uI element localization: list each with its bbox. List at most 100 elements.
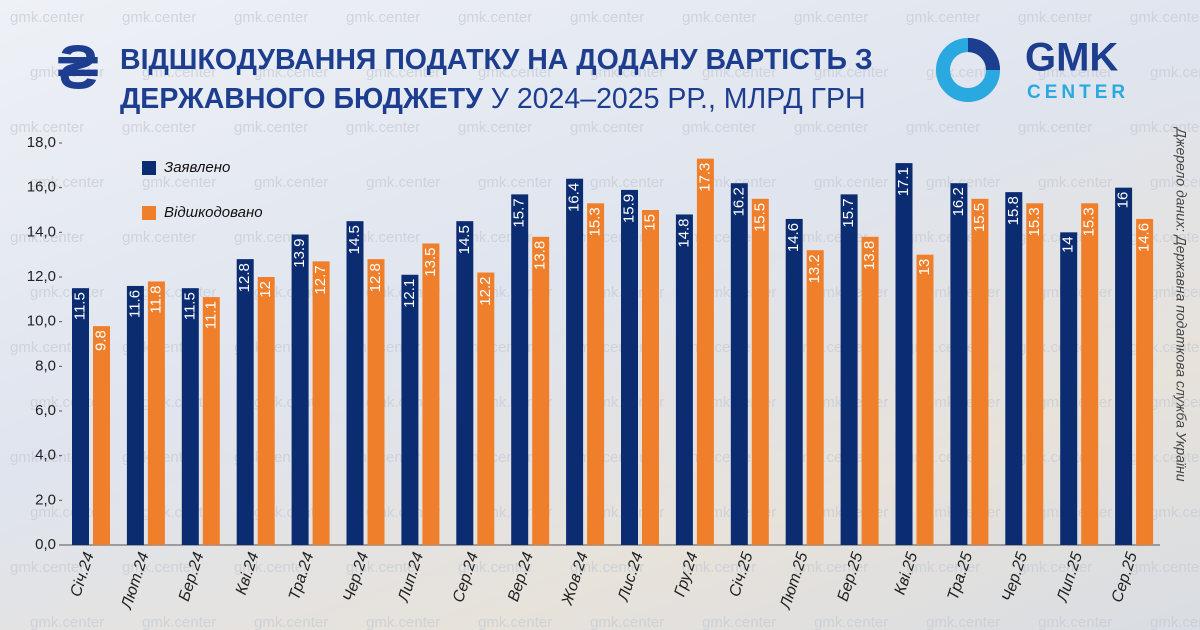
logo-bottom: CENTER [1027,82,1129,103]
watermark: gmk.center [1150,64,1200,81]
data-label: 15.5 [971,203,988,232]
bar [532,236,550,546]
watermark: gmk.center [682,9,756,26]
watermark: gmk.center [10,9,84,26]
watermark: gmk.center [142,614,216,630]
watermark: gmk.center [906,229,980,246]
watermark: gmk.center [10,449,84,466]
data-label: 15.5 [751,203,768,232]
watermark: gmk.center [1130,559,1200,576]
watermark: gmk.center [814,614,888,630]
bar [1115,187,1133,545]
bar [257,277,275,545]
watermark: gmk.center [1130,9,1200,26]
watermark: gmk.center [1150,614,1200,630]
data-label: 14.5 [346,225,363,254]
watermark: gmk.center [458,9,532,26]
watermark: gmk.center [142,64,216,81]
bar [587,203,605,546]
bar [840,194,858,545]
title-icon: ₴ [57,33,98,102]
bar [1005,192,1023,545]
legend-label: Заявлено [164,159,230,176]
bar [1081,203,1099,546]
bar [675,214,693,545]
bar [291,234,309,546]
chart-title: ВІДШКОДУВАННЯ ПОДАТКУ НА ДОДАНУ ВАРТІСТЬ… [120,44,873,115]
watermark: gmk.center [1150,174,1200,191]
data-label: 12 [257,281,274,298]
x-tick-label: Сер.24 [450,550,482,604]
data-label: 13.8 [861,241,878,270]
watermark: gmk.center [590,174,664,191]
bar [147,281,165,545]
watermark: gmk.center [590,64,664,81]
watermark: gmk.center [254,614,328,630]
watermark: gmk.center [122,9,196,26]
watermark: gmk.center [570,9,644,26]
title-block: ВІДШКОДУВАННЯ ПОДАТКУ НА ДОДАНУ ВАРТІСТЬ… [120,41,930,119]
data-label: 16.2 [730,187,747,216]
bar [367,259,385,545]
data-label: 14 [1060,236,1077,253]
y-tick-label: 2,0 [35,491,56,508]
data-label: 15.8 [1005,196,1022,225]
watermark: gmk.center [478,614,552,630]
watermark: gmk.center [10,119,84,136]
data-label: 11.8 [147,285,164,313]
watermark: gmk.center [346,559,420,576]
data-label: 15.7 [840,198,857,227]
bar [730,183,748,545]
bar [181,288,199,545]
data-label: 14.8 [675,218,692,247]
data-label: 15.7 [511,198,528,227]
source: Джерело даних: Державна податкова служба… [1173,126,1189,482]
data-label: 12.8 [236,263,253,292]
data-label: 16.2 [950,187,967,216]
watermark: gmk.center [1150,394,1200,411]
watermark: gmk.center [1150,504,1200,521]
watermark: gmk.center [906,559,980,576]
data-label: 15.3 [587,207,604,236]
bar [477,272,495,545]
x-tick-label: Чер.25 [999,550,1031,604]
data-label: 14.5 [456,225,473,254]
watermark: gmk.center [814,64,888,81]
data-label: 12.2 [477,277,494,306]
watermark: gmk.center [458,119,532,136]
watermark: gmk.center [1038,614,1112,630]
bar [566,178,584,545]
legend-swatch [142,161,156,175]
watermark: gmk.center [30,64,104,81]
watermark: gmk.center [366,174,440,191]
bar [202,297,220,545]
watermark: gmk.center [702,174,776,191]
watermark: gmk.center [1150,284,1200,301]
bar [72,288,89,545]
y-tick-label: 10,0 [27,313,56,330]
y-tick-label: 12,0 [27,268,56,285]
bar [312,261,330,545]
bar [621,189,638,545]
data-label: 13.2 [806,254,823,283]
data-label: 15 [641,214,658,231]
watermark: gmk.center [254,174,328,191]
x-tick-label: Лют.25 [777,550,812,612]
watermark: gmk.center [122,229,196,246]
data-label: 15.9 [620,194,637,223]
watermark: gmk.center [234,9,308,26]
watermark: gmk.center [702,614,776,630]
y-tick-label: 4,0 [35,447,56,464]
bar [1136,218,1154,545]
bar [916,254,934,545]
watermark: gmk.center [570,119,644,136]
data-label: 17.3 [696,163,713,192]
data-label: 11.5 [71,292,88,320]
bar [422,243,440,545]
legend-swatch [142,206,156,220]
data-label: 14.6 [785,223,802,252]
bar [806,250,824,545]
watermark: gmk.center [122,119,196,136]
